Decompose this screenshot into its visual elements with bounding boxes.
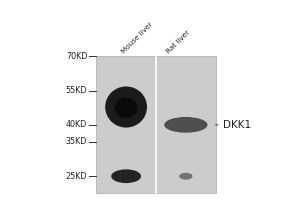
Text: Rat liver: Rat liver bbox=[165, 29, 191, 54]
Text: DKK1: DKK1 bbox=[216, 120, 251, 130]
Text: 55KD: 55KD bbox=[66, 86, 87, 95]
Ellipse shape bbox=[179, 173, 193, 180]
Text: 25KD: 25KD bbox=[66, 172, 87, 181]
Text: 70KD: 70KD bbox=[66, 52, 87, 61]
Ellipse shape bbox=[164, 117, 208, 133]
Text: 35KD: 35KD bbox=[66, 137, 87, 146]
Ellipse shape bbox=[111, 169, 141, 183]
Ellipse shape bbox=[105, 86, 147, 128]
Text: 40KD: 40KD bbox=[66, 120, 87, 129]
Bar bbox=[96, 56, 216, 193]
Text: Mouse liver: Mouse liver bbox=[120, 21, 154, 54]
Ellipse shape bbox=[115, 98, 138, 118]
